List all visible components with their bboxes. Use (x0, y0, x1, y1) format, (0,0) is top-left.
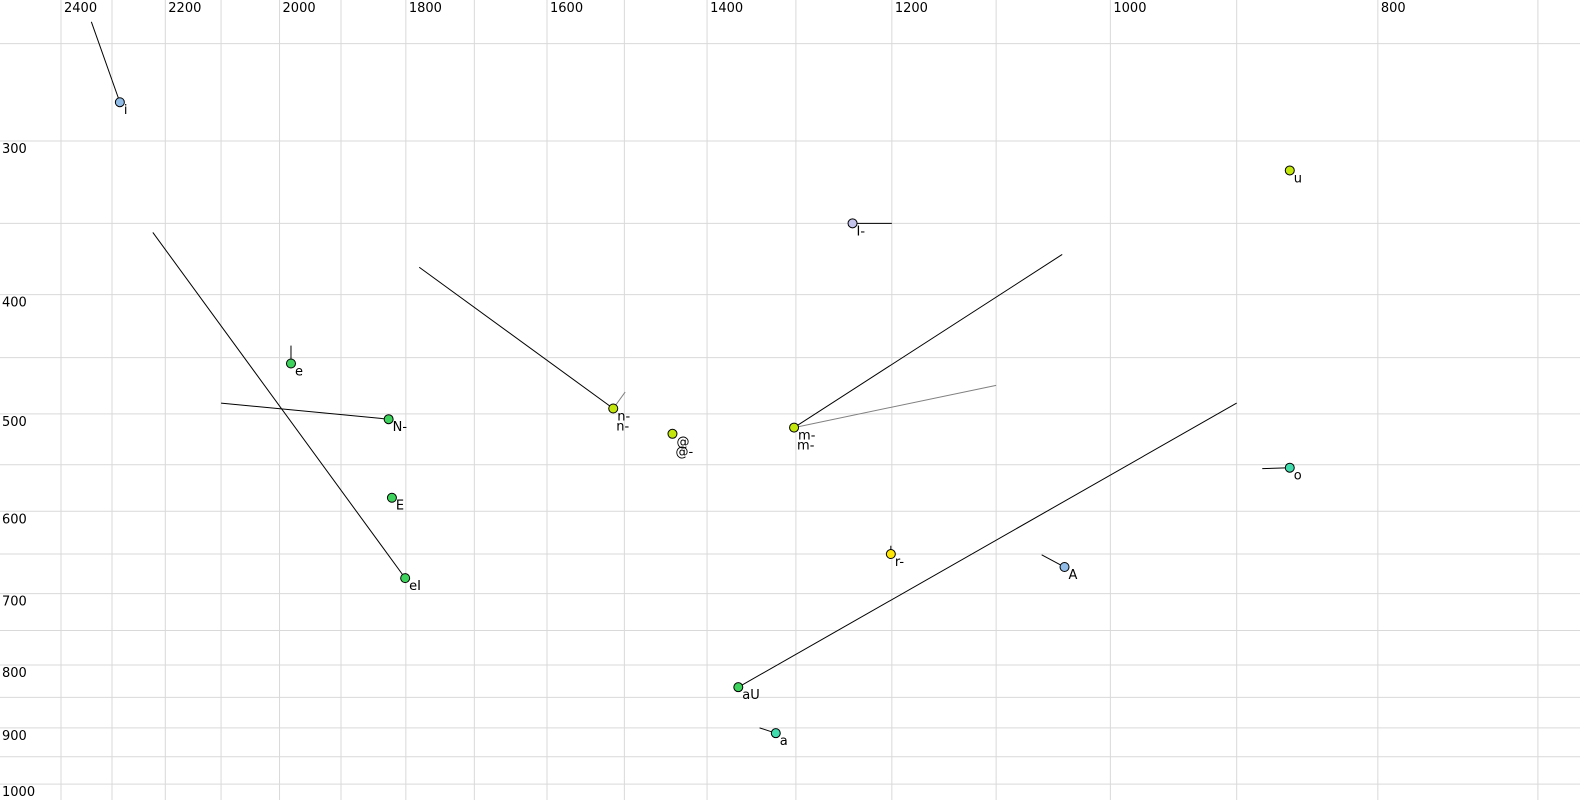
x-tick-label-1800: 1800 (409, 1, 442, 16)
y-tick-label-300: 300 (2, 142, 27, 157)
point-I- (847, 218, 858, 229)
point-a (770, 728, 781, 739)
point-gray-label-m-: m- (798, 429, 816, 444)
point-label-r-: r- (895, 555, 905, 570)
x-tick-label-1400: 1400 (710, 1, 743, 16)
y-tick-label-900: 900 (2, 729, 27, 744)
point-label-i: i (124, 103, 128, 118)
y-tick-label-500: 500 (2, 415, 27, 430)
tail-m--0 (793, 254, 1063, 429)
y-tick-label-800: 800 (2, 666, 27, 681)
point-u (1284, 165, 1295, 176)
point-i (114, 97, 125, 108)
point-aU (733, 682, 744, 693)
x-tick-label-1200: 1200 (895, 1, 928, 16)
y-tick-label-700: 700 (2, 595, 27, 610)
x-tick-label-800: 800 (1381, 1, 1406, 16)
x-tick-label-2200: 2200 (168, 1, 201, 16)
point-label-I-: I- (857, 224, 866, 239)
point-E (386, 492, 397, 503)
x-tick-label-2000: 2000 (283, 1, 316, 16)
point-label-A: A (1069, 568, 1078, 583)
point-label-E: E (396, 499, 404, 514)
tail-N--0 (221, 402, 389, 420)
point-r- (885, 549, 896, 560)
point-label-aU: aU (742, 688, 759, 703)
y-tick-label-600: 600 (2, 512, 27, 527)
point-@- (667, 428, 678, 439)
point-A (1059, 562, 1070, 573)
point-label-e: e (295, 364, 303, 379)
point-o (1284, 462, 1295, 473)
point-label-eI: eI (409, 579, 421, 594)
point-N- (383, 414, 394, 425)
x-tick-label-1000: 1000 (1113, 1, 1146, 16)
x-tick-label-2400: 2400 (64, 1, 97, 16)
point-label-a: a (780, 734, 788, 749)
tail-eI-0 (152, 232, 406, 579)
point-label-o: o (1294, 469, 1302, 484)
y-tick-label-1000: 1000 (2, 785, 35, 800)
point-m- (789, 422, 800, 433)
point-label-@-: @- (675, 445, 693, 460)
point-eI (400, 573, 411, 584)
point-label-N-: N- (393, 420, 408, 435)
tail-i-0 (90, 21, 121, 103)
point-label-u: u (1294, 171, 1302, 186)
point-gray-label-n-: n- (617, 410, 630, 425)
point-label-n-: n- (616, 420, 629, 435)
x-tick-label-1600: 1600 (550, 1, 583, 16)
tail-aU-0 (738, 402, 1237, 688)
point-label-m-: m- (797, 439, 815, 454)
tail-n--0 (418, 266, 614, 409)
tail-m--1 (793, 384, 997, 429)
point-n- (608, 403, 619, 414)
y-tick-label-400: 400 (2, 296, 27, 311)
point-e (285, 358, 296, 369)
point-gray-label-@-: @ (676, 435, 689, 450)
